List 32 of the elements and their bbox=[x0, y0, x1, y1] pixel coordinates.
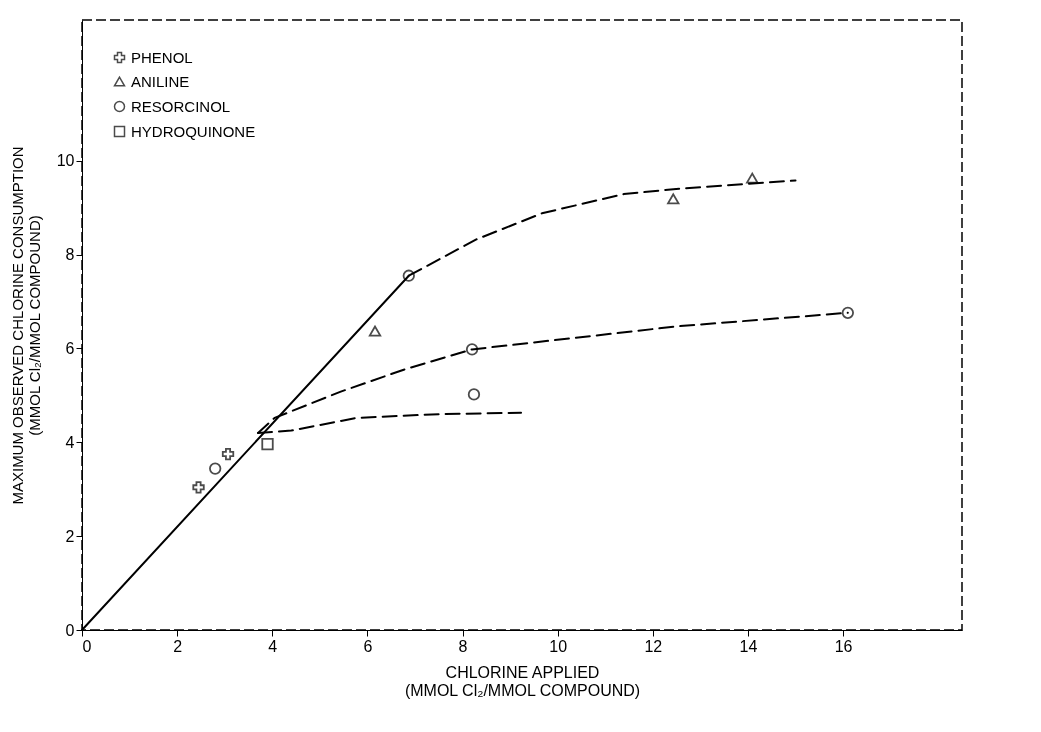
x-tick-label: 14 bbox=[739, 637, 758, 655]
legend-label: RESORCINOL bbox=[131, 97, 231, 115]
x-tick-label: 10 bbox=[549, 637, 568, 655]
point bbox=[192, 481, 205, 494]
y-tick-label: 8 bbox=[65, 246, 75, 264]
x-tick-label: 16 bbox=[834, 637, 853, 655]
x-axis-title: CHLORINE APPLIED (MMOL Cl₂/MMOL COMPOUND) bbox=[404, 663, 641, 699]
point bbox=[209, 462, 222, 475]
point bbox=[667, 193, 680, 205]
legend-label: PHENOL bbox=[131, 48, 193, 66]
y-tick-label: 4 bbox=[65, 433, 75, 451]
point bbox=[402, 269, 415, 282]
point bbox=[746, 172, 759, 184]
point bbox=[465, 343, 479, 356]
x-tick-label: 0 bbox=[82, 637, 92, 655]
legend-label: HYDROQUINONE bbox=[131, 122, 256, 140]
x-tick-label: 8 bbox=[458, 637, 468, 655]
x-tick-label: 6 bbox=[363, 637, 373, 655]
point bbox=[467, 388, 481, 401]
x-tick-label: 4 bbox=[268, 637, 278, 655]
x-tick-label: 2 bbox=[173, 637, 183, 655]
x-tick-label: 12 bbox=[644, 637, 663, 655]
y-tick-label: 10 bbox=[56, 152, 75, 170]
y-tick-label: 6 bbox=[65, 339, 75, 357]
legend-label: ANILINE bbox=[131, 72, 190, 90]
y-axis-title: MAXIMUM OBSERVED CHLORINE CONSUMPTION (MMOL Cl₂/MMOL COMPOUND) bbox=[8, 146, 43, 505]
point bbox=[261, 438, 274, 451]
point bbox=[841, 306, 854, 319]
y-tick-label: 0 bbox=[65, 621, 75, 639]
point bbox=[221, 447, 235, 461]
point bbox=[368, 325, 382, 337]
y-tick-label: 2 bbox=[65, 527, 75, 545]
